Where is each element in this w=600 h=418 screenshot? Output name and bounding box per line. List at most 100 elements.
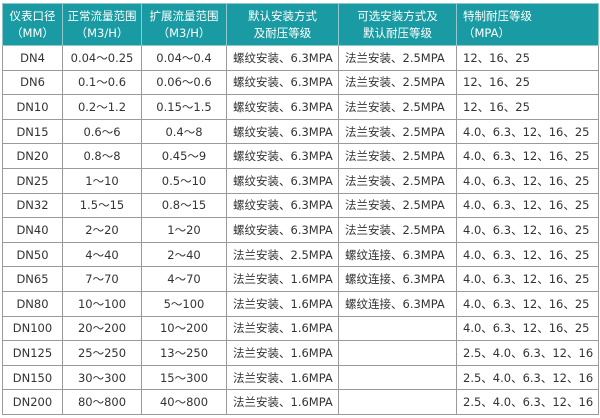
cell-normal-flow: 80～800 [62, 389, 142, 415]
cell-special-pressure: 4.0、6.3、12、16、25 [456, 290, 599, 317]
cell-special-pressure: 4.0、6.3、12、16、25 [456, 217, 599, 243]
cell-diameter: DN65 [2, 266, 63, 292]
table-row: DN6 0.1～0.6 0.06～0.6 螺纹安装、6.3MPA 法兰安装、2.5MPA… [2, 69, 599, 96]
cell-normal-flow: 4～40 [62, 241, 142, 268]
cell-diameter: DN40 [2, 217, 63, 243]
cell-optional-install: 法兰安装、2.5MPA [338, 217, 457, 243]
cell-diameter: DN125 [2, 340, 63, 366]
cell-optional-install: 法兰安装、2.5MPA [338, 192, 457, 219]
cell-special-pressure: 12、16、25 [456, 69, 599, 96]
cell-extended-flow: 10～200 [141, 315, 227, 342]
header-line: （M3/H） [157, 25, 211, 40]
cell-default-install: 法兰安装、2.5MPA [226, 241, 339, 268]
table-row: DN4 0.04～0.25 0.04～0.4 螺纹安装、6.3MPA 法兰安装、2.5M… [2, 45, 599, 71]
cell-diameter: DN4 [2, 45, 63, 71]
header-line: （MPA） [463, 25, 510, 40]
cell-optional-install: 法兰安装、2.5MPA [338, 143, 457, 169]
table-row: DN50 4～40 2～40 法兰安装、2.5MPA 螺纹连接、6.3MPA 4.0、6.… [2, 241, 599, 268]
cell-extended-flow: 0.4～8 [141, 118, 227, 145]
cell-special-pressure: 4.0、6.3、12、16、25 [456, 315, 599, 342]
cell-diameter: DN200 [2, 389, 63, 415]
cell-default-install: 螺纹安装、6.3MPA [226, 217, 339, 243]
cell-default-install: 法兰安装、1.6MPA [226, 364, 339, 391]
header-diameter: 仪表口径 （MM） [2, 3, 63, 46]
cell-extended-flow: 0.15～1.5 [141, 94, 227, 120]
header-line: （MM） [11, 25, 54, 40]
cell-special-pressure: 4.0、6.3、12、16、25 [456, 167, 599, 194]
cell-optional-install [338, 364, 457, 391]
cell-default-install: 螺纹安装、6.3MPA [226, 69, 339, 96]
header-normal-flow: 正常流量范围 （M3/H） [62, 3, 142, 46]
cell-diameter: DN25 [2, 167, 63, 194]
cell-extended-flow: 0.06～0.6 [141, 69, 227, 96]
table-row: DN80 10～100 5～100 法兰安装、1.6MPA 螺纹连接、6.3MPA 4.0… [2, 290, 599, 317]
cell-special-pressure: 4.0、6.3、12、16、25 [456, 118, 599, 145]
table-row: DN100 20～200 10～200 法兰安装、1.6MPA 4.0、6.3、12、1… [2, 315, 599, 342]
cell-extended-flow: 1～20 [141, 217, 227, 243]
cell-normal-flow: 20～200 [62, 315, 142, 342]
cell-default-install: 法兰安装、1.6MPA [226, 315, 339, 342]
cell-diameter: DN6 [2, 69, 63, 96]
header-line: 默认安装方式 [248, 8, 317, 23]
table-row: DN150 30～300 15～300 法兰安装、1.6MPA 2.5、4.0、6.3、… [2, 364, 599, 391]
cell-normal-flow: 10～100 [62, 290, 142, 317]
cell-optional-install: 螺纹连接、6.3MPA [338, 290, 457, 317]
header-row: 仪表口径 （MM） 正常流量范围 （M3/H） 扩展流量范围 （M3/H） 默认安装方式 及耐… [2, 3, 599, 46]
cell-diameter: DN20 [2, 143, 63, 169]
cell-normal-flow: 2～20 [62, 217, 142, 243]
cell-normal-flow: 1.5～15 [62, 192, 142, 219]
header-line: 仪表口径 [9, 8, 56, 23]
table-row: DN10 0.2～1.2 0.15～1.5 螺纹安装、6.3MPA 法兰安装、2.5MP… [2, 94, 599, 120]
table-row: DN20 0.8～8 0.45～9 螺纹安装、6.3MPA 法兰安装、2.5MPA 4.0… [2, 143, 599, 169]
cell-special-pressure: 2.5、4.0、6.3、12、16 [456, 364, 599, 391]
header-line: （M3/H） [75, 25, 129, 40]
cell-diameter: DN10 [2, 94, 63, 120]
cell-extended-flow: 0.45～9 [141, 143, 227, 169]
cell-extended-flow: 13～250 [141, 340, 227, 366]
header-line: 及耐压等级 [253, 25, 312, 40]
cell-normal-flow: 0.2～1.2 [62, 94, 142, 120]
cell-normal-flow: 0.6～6 [62, 118, 142, 145]
header-line: 可选安装方式及 [357, 8, 438, 23]
cell-normal-flow: 1～10 [62, 167, 142, 194]
cell-special-pressure: 12、16、25 [456, 45, 599, 71]
cell-default-install: 螺纹安装、6.3MPA [226, 94, 339, 120]
cell-optional-install: 法兰安装、2.5MPA [338, 45, 457, 71]
cell-optional-install: 螺纹连接、6.3MPA [338, 266, 457, 292]
table-row: DN25 1～10 0.5～10 螺纹安装、6.3MPA 法兰安装、2.5MPA 4.0、… [2, 167, 599, 194]
cell-normal-flow: 0.04～0.25 [62, 45, 142, 71]
cell-optional-install: 法兰安装、2.5MPA [338, 118, 457, 145]
cell-extended-flow: 0.04～0.4 [141, 45, 227, 71]
cell-optional-install: 螺纹连接、6.3MPA [338, 241, 457, 268]
cell-optional-install [338, 315, 457, 342]
cell-optional-install: 法兰安装、2.5MPA [338, 69, 457, 96]
table-row: DN200 80～800 40～800 法兰安装、1.6MPA 2.5、4.0、6.3、… [2, 389, 599, 415]
header-optional-install: 可选安装方式及 默认耐压等级 [338, 3, 457, 46]
header-special-pressure: 特制耐压等级 （MPA） [456, 3, 599, 46]
header-line: 默认耐压等级 [363, 25, 432, 40]
cell-diameter: DN32 [2, 192, 63, 219]
cell-normal-flow: 0.1～0.6 [62, 69, 142, 96]
cell-special-pressure: 4.0、6.3、12、16、25 [456, 241, 599, 268]
cell-default-install: 螺纹安装、6.3MPA [226, 143, 339, 169]
cell-extended-flow: 5～100 [141, 290, 227, 317]
cell-default-install: 法兰安装、1.6MPA [226, 340, 339, 366]
cell-extended-flow: 0.8～15 [141, 192, 227, 219]
cell-extended-flow: 2～40 [141, 241, 227, 268]
cell-default-install: 螺纹安装、6.3MPA [226, 118, 339, 145]
cell-default-install: 螺纹安装、6.3MPA [226, 167, 339, 194]
cell-diameter: DN50 [2, 241, 63, 268]
cell-default-install: 螺纹安装、6.3MPA [226, 45, 339, 71]
cell-normal-flow: 25～250 [62, 340, 142, 366]
cell-extended-flow: 40～800 [141, 389, 227, 415]
cell-extended-flow: 0.5～10 [141, 167, 227, 194]
table-row: DN40 2～20 1～20 螺纹安装、6.3MPA 法兰安装、2.5MPA 4.0、6.… [2, 217, 599, 243]
cell-default-install: 法兰安装、1.6MPA [226, 266, 339, 292]
cell-default-install: 法兰安装、1.6MPA [226, 389, 339, 415]
table-row: DN65 7～70 4～70 法兰安装、1.6MPA 螺纹连接、6.3MPA 4.0、6.… [2, 266, 599, 292]
cell-diameter: DN80 [2, 290, 63, 317]
cell-special-pressure: 2.5、4.0、6.3、12、16 [456, 340, 599, 366]
cell-normal-flow: 7～70 [62, 266, 142, 292]
cell-special-pressure: 12、16、25 [456, 94, 599, 120]
cell-default-install: 法兰安装、1.6MPA [226, 290, 339, 317]
